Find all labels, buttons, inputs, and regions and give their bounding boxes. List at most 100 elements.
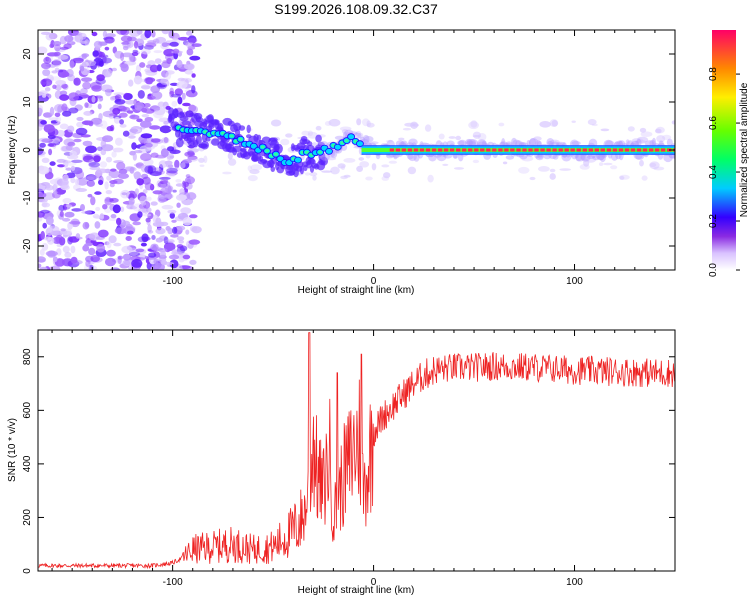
noise-blob (587, 119, 597, 126)
noise-blob (38, 256, 46, 263)
noise-blob (180, 207, 192, 215)
colorbar-ticks: 0.0 0.2 0.4 0.6 0.8 (708, 67, 740, 277)
noise-blob (185, 229, 190, 235)
ridge-peak-segment (407, 148, 413, 152)
noise-blob (571, 120, 576, 123)
noise-blob (182, 254, 191, 260)
noise-blob (110, 214, 117, 219)
ridge-peak-segment (504, 148, 509, 152)
ridge-halo (200, 140, 209, 150)
noise-blob (90, 196, 96, 206)
noise-blob (147, 40, 157, 44)
noise-blob (61, 103, 68, 112)
noise-blob (128, 197, 135, 206)
ridge-halo (466, 139, 477, 146)
noise-blob (122, 253, 132, 261)
noise-blob (53, 191, 58, 194)
ridge-peak-segment (582, 148, 587, 152)
noise-blob (176, 202, 181, 208)
ridge-peak-segment (558, 148, 563, 152)
snr-x-ticks: -100 0 100 (51, 330, 676, 588)
noise-blob (40, 31, 51, 35)
noise-blob (129, 114, 140, 120)
noise-blob (167, 209, 177, 214)
noise-blob (123, 260, 131, 266)
noise-blob (388, 160, 398, 164)
noise-blob (610, 165, 618, 170)
noise-blob (52, 184, 58, 192)
noise-blob (175, 194, 187, 201)
noise-blob (189, 259, 197, 265)
noise-blob (619, 175, 625, 180)
noise-blob (321, 170, 333, 173)
noise-blob (340, 165, 346, 170)
noise-blob (84, 102, 89, 108)
noise-blob (182, 102, 191, 107)
noise-blob (40, 78, 53, 87)
noise-blob (54, 84, 62, 91)
ridge-halo (428, 153, 437, 162)
noise-blob (84, 263, 91, 270)
ridge-peak-segment (510, 148, 515, 152)
ridge-halo (413, 153, 420, 162)
ridge-peak-segment (401, 148, 407, 152)
noise-blob (76, 121, 84, 128)
noise-blob (128, 53, 134, 62)
noise-blob (105, 156, 113, 163)
noise-blob (79, 32, 87, 40)
noise-blob (132, 221, 141, 226)
noise-blob (305, 172, 310, 176)
noise-blob (161, 42, 169, 47)
noise-blob (134, 188, 139, 195)
noise-blob (307, 130, 313, 137)
noise-blob (65, 167, 72, 171)
spectrogram-y-ticks: 20 10 0 -10 -20 (22, 48, 675, 253)
ridge-peak-segment (624, 148, 630, 152)
noise-blob (87, 261, 95, 265)
noise-blob (151, 91, 163, 100)
noise-blob (185, 174, 191, 178)
noise-blob (339, 126, 352, 132)
noise-blob (142, 213, 152, 217)
noise-blob (116, 30, 128, 35)
noise-blob (139, 62, 146, 68)
ridge-peak-segment (480, 148, 485, 152)
noise-blob (502, 161, 508, 165)
colorbar: 0.0 0.2 0.4 0.6 0.8 Normalized spectral ampl… (708, 30, 750, 277)
noise-blob (89, 166, 101, 171)
noise-blob (639, 127, 647, 133)
noise-blob (186, 30, 193, 36)
noise-blob (147, 60, 156, 67)
noise-blob (41, 202, 51, 208)
noise-blob (43, 124, 55, 133)
ridge-halo (526, 140, 531, 146)
colorbar-tick-label: 0.2 (708, 214, 719, 228)
noise-blob (87, 193, 93, 198)
noise-blob (365, 176, 373, 181)
ridge-halo (599, 152, 606, 163)
chart-title: S199.2026.108.09.32.C37 (274, 1, 438, 17)
noise-blob (81, 120, 94, 126)
noise-blob (48, 225, 60, 235)
ridge-peak-segment (594, 148, 599, 152)
ridge-core (344, 139, 349, 143)
noise-blob (227, 152, 233, 160)
noise-blob (151, 235, 156, 240)
noise-blob (68, 92, 80, 102)
noise-blob (167, 239, 175, 244)
ridge-peak-segment (516, 148, 521, 152)
noise-blob (45, 183, 51, 189)
noise-blob (56, 158, 66, 163)
noise-blob (141, 114, 150, 118)
noise-blob (105, 257, 116, 267)
noise-blob (110, 168, 117, 172)
noise-blob (176, 244, 184, 249)
noise-blob (328, 118, 341, 127)
noise-blob (153, 50, 163, 54)
ridge-halo (436, 153, 447, 162)
ridge-peak-segment (600, 148, 605, 152)
noise-blob (359, 161, 370, 168)
noise-blob (603, 162, 613, 166)
noise-blob (40, 120, 47, 125)
